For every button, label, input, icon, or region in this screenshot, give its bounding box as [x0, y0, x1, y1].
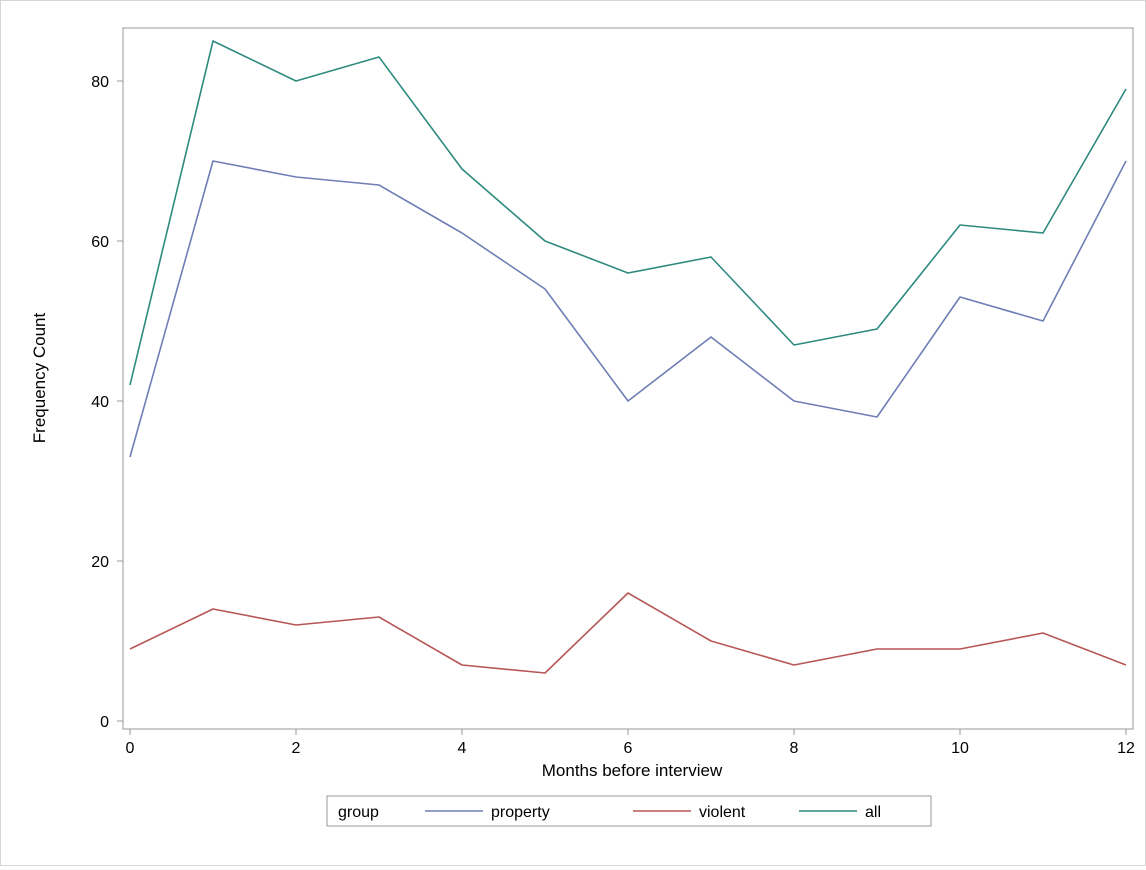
y-axis-label: Frequency Count: [30, 313, 49, 444]
x-tick-label-0: 0: [126, 740, 135, 757]
x-tick-label-6: 6: [624, 740, 633, 757]
x-tick-label-2: 2: [292, 740, 301, 757]
legend-label-property: property: [491, 804, 550, 821]
series-line-violent: [129, 592, 1127, 674]
plot-area: [122, 27, 1134, 730]
x-tick-label-4: 4: [458, 740, 467, 757]
legend-label-all: all: [865, 804, 881, 821]
series-line-property: [129, 160, 1127, 458]
y-tick-label-80: 80: [91, 74, 109, 91]
legend-items: property violent all: [425, 804, 881, 821]
x-axis: 0 2 4 6 8 10 12: [126, 729, 1135, 757]
legend: group property violent all: [326, 795, 932, 827]
legend-label-violent: violent: [699, 804, 746, 821]
y-tick-label-40: 40: [91, 394, 109, 411]
y-tick-label-60: 60: [91, 234, 109, 251]
y-tick-label-0: 0: [100, 714, 109, 731]
series-line-all: [129, 40, 1127, 386]
x-tick-label-12: 12: [1117, 740, 1135, 757]
y-tick-label-20: 20: [91, 554, 109, 571]
x-tick-label-10: 10: [951, 740, 969, 757]
legend-title: group: [338, 804, 379, 821]
y-axis: 0 20 40 60 80: [91, 74, 123, 731]
x-tick-label-8: 8: [790, 740, 799, 757]
series-layer: [129, 40, 1127, 674]
x-axis-label: Months before interview: [542, 761, 723, 780]
